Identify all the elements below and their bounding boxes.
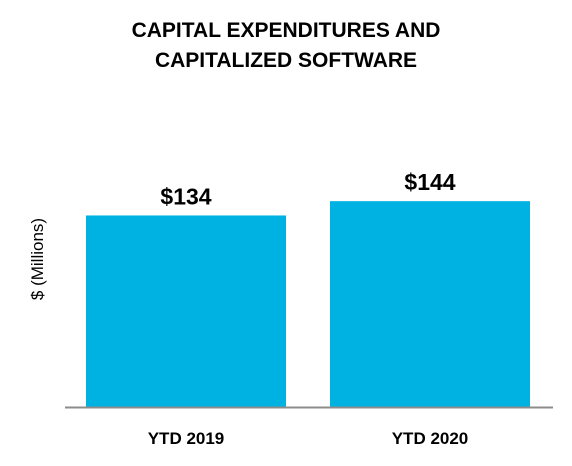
chart-title-line-1: CAPITAL EXPENDITURES AND — [131, 19, 441, 42]
chart-title: CAPITAL EXPENDITURES AND CAPITALIZED SOF… — [0, 16, 572, 76]
x-tick-label-ytd-2020: YTD 2020 — [392, 429, 469, 448]
chart-title-line-2: CAPITALIZED SOFTWARE — [154, 49, 418, 72]
bar-ytd-2019 — [86, 215, 286, 407]
y-axis-label: $ (Millions) — [28, 218, 47, 300]
x-tick-label-ytd-2019: YTD 2019 — [148, 429, 225, 448]
data-label-ytd-2020: $144 — [404, 169, 455, 195]
bar-ytd-2020 — [330, 201, 530, 407]
bars-group: $134 YTD 2019 $144 YTD 2020 — [86, 169, 530, 448]
data-label-ytd-2019: $134 — [160, 183, 211, 209]
